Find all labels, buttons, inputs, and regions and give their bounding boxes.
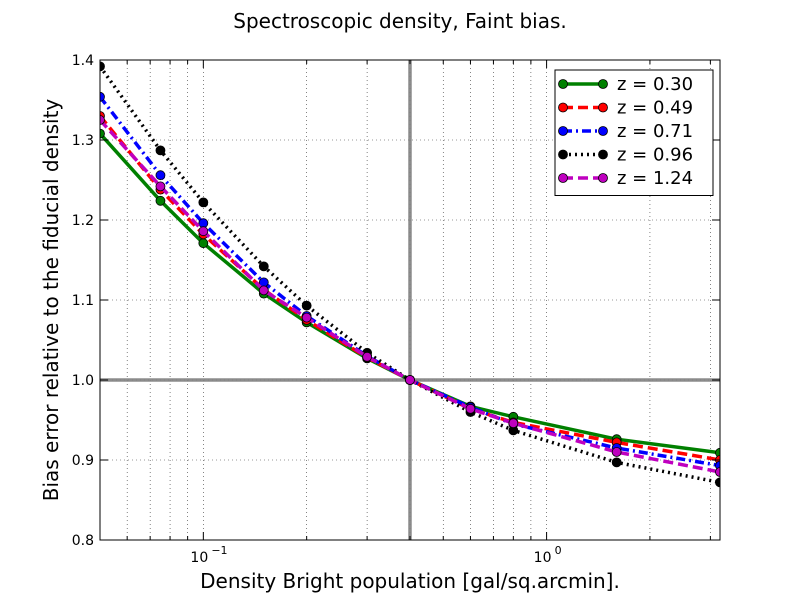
y-tick-label: 1.4 xyxy=(72,53,94,69)
legend-entry: z = 0.49 xyxy=(558,98,693,119)
legend-marker xyxy=(558,173,568,183)
data-point xyxy=(465,403,476,414)
legend-entry: z = 0.30 xyxy=(558,74,693,95)
data-point xyxy=(611,447,622,457)
legend: z = 0.30 z = 0.49z = 0.71 z = 0.96z = 1.24 xyxy=(554,69,714,196)
data-point xyxy=(155,195,166,206)
data-point xyxy=(100,91,105,102)
y-tick-label: 0.8 xyxy=(72,533,94,549)
legend-label: z = 1.24 xyxy=(617,168,693,189)
legend-entry: z = 1.24 xyxy=(558,168,693,189)
data-point xyxy=(100,128,105,139)
legend-marker xyxy=(598,149,608,160)
tick-layer: 0.80.91.01.11.21.31.410 −1 10 0 xyxy=(72,53,720,566)
x-tick-label-exponent: −1 xyxy=(211,544,227,557)
x-tick-label: 10 −1 xyxy=(190,544,227,566)
data-point xyxy=(198,226,209,237)
legend-marker xyxy=(598,102,608,113)
legend-marker xyxy=(558,79,568,89)
legend-label: z = 0.30 xyxy=(617,74,693,95)
legend-marker xyxy=(558,149,568,160)
series-line xyxy=(100,65,720,485)
data-point xyxy=(155,145,166,156)
data-point xyxy=(258,285,269,296)
data-point xyxy=(405,375,415,385)
legend-label: z = 0.96 xyxy=(617,145,693,166)
data-point xyxy=(301,312,312,323)
x-tick-label-base: 10 xyxy=(534,550,552,566)
legend-box xyxy=(554,69,714,196)
series-layer xyxy=(100,61,720,488)
legend-marker xyxy=(598,79,608,89)
y-tick-label: 1.3 xyxy=(72,133,94,149)
y-tick-label: 1.0 xyxy=(72,373,94,389)
data-point xyxy=(301,300,312,311)
legend-marker xyxy=(598,173,608,183)
y-tick-label: 0.9 xyxy=(72,453,94,469)
series-124 xyxy=(100,115,720,477)
x-tick-label-exponent: 0 xyxy=(555,544,562,557)
x-axis-label: Density Bright population [gal/sq.arcmin… xyxy=(200,569,620,593)
legend-label: z = 0.49 xyxy=(617,98,693,119)
data-point xyxy=(100,115,105,125)
data-point xyxy=(362,351,373,362)
y-tick-label: 1.1 xyxy=(72,293,94,309)
x-tick-label-base: 10 xyxy=(190,550,208,566)
data-point xyxy=(155,170,166,181)
data-point xyxy=(715,467,720,477)
legend-marker xyxy=(558,102,568,113)
data-point xyxy=(715,477,720,488)
y-axis-label: Bias error relative to the fiducial dens… xyxy=(39,99,63,502)
data-point xyxy=(715,447,720,458)
data-point xyxy=(611,457,622,468)
legend-marker xyxy=(558,126,568,136)
x-tick-label: 10 0 xyxy=(534,544,562,566)
data-point xyxy=(198,197,209,208)
legend-entry: z = 0.96 xyxy=(558,145,693,166)
data-point xyxy=(258,261,269,272)
chart-title: Spectroscopic density, Faint bias. xyxy=(233,9,567,33)
data-point xyxy=(155,181,166,192)
legend-label: z = 0.71 xyxy=(617,121,693,142)
legend-entry: z = 0.71 xyxy=(558,121,693,142)
legend-marker xyxy=(598,126,608,136)
data-point xyxy=(198,238,209,249)
series-line xyxy=(100,118,720,474)
data-point xyxy=(508,418,519,429)
y-tick-label: 1.2 xyxy=(72,213,94,229)
data-point xyxy=(100,61,105,72)
